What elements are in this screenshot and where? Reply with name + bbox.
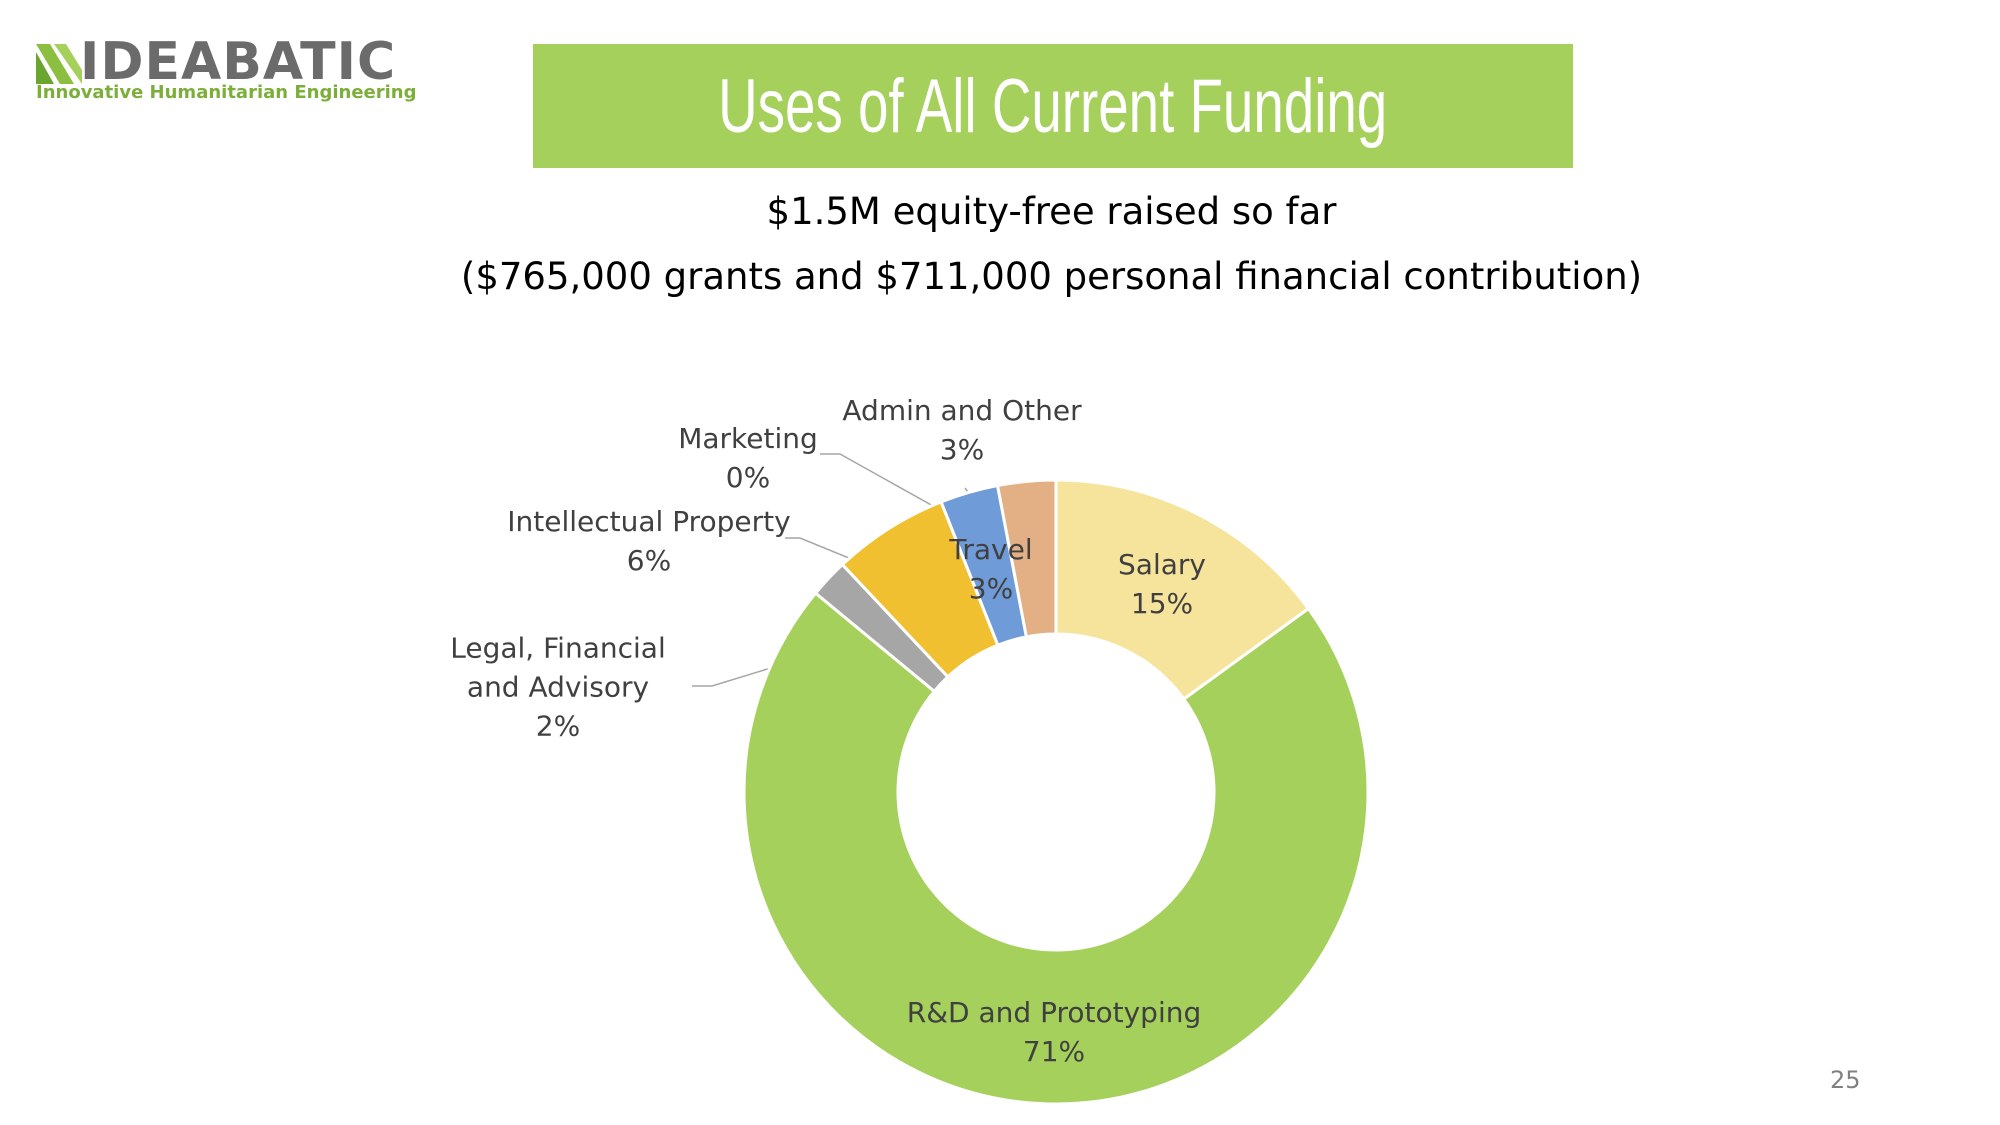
- value-label: 3%: [939, 433, 985, 466]
- value-label: 2%: [535, 709, 581, 743]
- category-label: Legal, Financial and Advisory: [450, 631, 666, 704]
- subtitle: $1.5M equity-free raised so far: [766, 190, 1337, 233]
- page-number: 25: [1830, 1066, 1861, 1094]
- category-label: Admin and Other: [842, 394, 1082, 427]
- value-label: 6%: [626, 544, 672, 577]
- category-label: Marketing: [678, 422, 818, 455]
- value-label: 3%: [968, 572, 1014, 605]
- value-label: 0%: [725, 461, 771, 494]
- logo-icon: [36, 44, 82, 84]
- title-bar: Uses of All Current Funding: [533, 44, 1573, 168]
- donut-slice: [742, 591, 1370, 1106]
- slice-label: Legal, Financial and Advisory 2%: [423, 629, 693, 746]
- logo-tagline: Innovative Humanitarian Engineering: [36, 82, 417, 103]
- value-label: 71%: [1022, 1035, 1086, 1068]
- slice-label: Travel 3%: [949, 530, 1032, 608]
- slice-label: Intellectual Property 6%: [507, 502, 790, 580]
- logo-name: IDEABATIC: [80, 32, 397, 92]
- value-label: 15%: [1130, 587, 1194, 620]
- category-label: Intellectual Property: [507, 505, 791, 538]
- slice-label: R&D and Prototyping 71%: [907, 993, 1201, 1071]
- slice-label: Salary 15%: [1118, 545, 1206, 623]
- subtitle: ($765,000 grants and $711,000 personal f…: [460, 255, 1643, 298]
- category-label: R&D and Prototyping: [906, 996, 1202, 1029]
- chart-title: Uses of All Current Funding: [718, 63, 1388, 149]
- slice-label: Marketing 0%: [678, 419, 818, 497]
- donut-slice: [995, 478, 1058, 639]
- donut-slice: [1054, 478, 1311, 702]
- category-label: Salary: [1118, 548, 1206, 581]
- category-label: Travel: [949, 533, 1033, 566]
- slice-label: Admin and Other 3%: [842, 391, 1081, 469]
